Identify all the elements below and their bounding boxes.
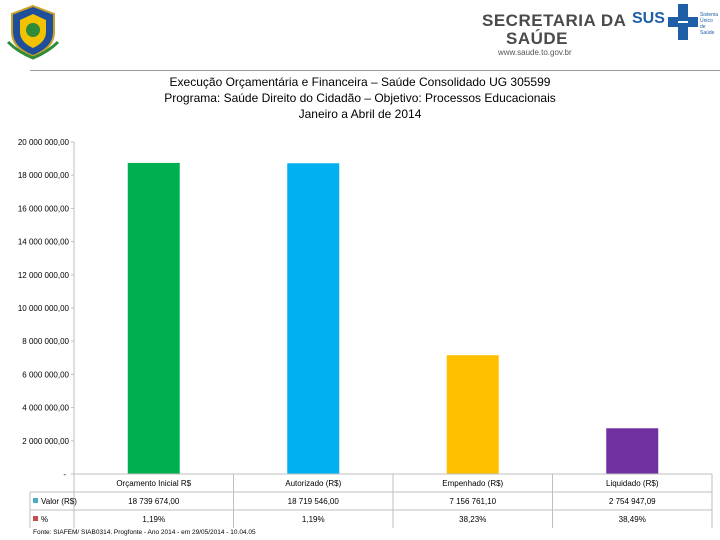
chart-title-line-2: Programa: Saúde Direito do Cidadão – Obj… bbox=[164, 91, 556, 105]
category-label: Liquidado (R$) bbox=[606, 479, 659, 488]
secretaria-line-2: SAÚDE bbox=[506, 29, 569, 48]
table-cell: 1,19% bbox=[302, 515, 325, 524]
legend-key-1 bbox=[33, 498, 38, 503]
y-tick-label: - bbox=[63, 470, 66, 479]
header: SECRETARIA DA SAÚDE www.saude.to.gov.br … bbox=[0, 0, 720, 70]
y-tick-label: 14 000 000,00 bbox=[18, 238, 70, 247]
header-divider bbox=[30, 70, 720, 71]
y-tick-label: 8 000 000,00 bbox=[22, 337, 69, 346]
table-cell: 38,23% bbox=[459, 515, 486, 524]
y-tick-label: 6 000 000,00 bbox=[22, 370, 69, 379]
bar-2 bbox=[287, 163, 340, 474]
y-tick-label: 2 000 000,00 bbox=[22, 437, 69, 446]
bar-4 bbox=[606, 428, 659, 474]
sus-cross-icon bbox=[668, 4, 698, 40]
state-crest-icon bbox=[6, 4, 60, 60]
category-label: Autorizado (R$) bbox=[285, 479, 341, 488]
table-cell: 38,49% bbox=[619, 515, 646, 524]
source-footnote: Fonte: SIAFEM/ SIAB0314. Progfonte - Ano… bbox=[33, 529, 256, 536]
sus-subtitle: Sistema Único de Saúde bbox=[700, 12, 719, 36]
table-row-label: Valor (R$) bbox=[41, 497, 77, 506]
chart-titles: Execução Orçamentária e Financeira – Saú… bbox=[0, 74, 720, 122]
category-label: Empenhado (R$) bbox=[442, 479, 503, 488]
table-cell: 2 754 947,09 bbox=[609, 497, 656, 506]
y-tick-label: 4 000 000,00 bbox=[22, 404, 69, 413]
category-label: Orçamento Inicial R$ bbox=[116, 479, 191, 488]
y-tick-label: 10 000 000,00 bbox=[18, 304, 70, 313]
sus-logo: SUS Sistema Único de Saúde bbox=[632, 2, 719, 42]
bar-3 bbox=[446, 355, 499, 474]
chart-title-line-3: Janeiro a Abril de 2014 bbox=[298, 107, 422, 121]
secretaria-url: www.saude.to.gov.br bbox=[498, 48, 572, 57]
sus-label: SUS bbox=[632, 10, 665, 27]
table-cell: 18 739 674,00 bbox=[128, 497, 180, 506]
chart-title-line-1: Execução Orçamentária e Financeira – Saú… bbox=[169, 75, 551, 89]
y-tick-label: 12 000 000,00 bbox=[18, 271, 70, 280]
y-tick-label: 16 000 000,00 bbox=[18, 204, 70, 213]
table-cell: 18 719 546,00 bbox=[288, 497, 340, 506]
bar-1 bbox=[127, 162, 180, 474]
y-tick-label: 18 000 000,00 bbox=[18, 171, 70, 180]
table-row-label: % bbox=[41, 515, 48, 524]
table-cell: 1,19% bbox=[142, 515, 165, 524]
legend-key-2 bbox=[33, 516, 38, 521]
secretaria-line-1: SECRETARIA DA bbox=[482, 11, 627, 30]
y-tick-label: 20 000 000,00 bbox=[18, 138, 70, 147]
secretaria-title: SECRETARIA DA SAÚDE bbox=[482, 12, 626, 48]
table-cell: 7 156 761,10 bbox=[449, 497, 496, 506]
